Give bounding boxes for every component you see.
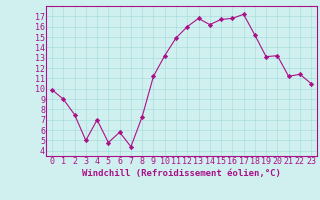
X-axis label: Windchill (Refroidissement éolien,°C): Windchill (Refroidissement éolien,°C): [82, 169, 281, 178]
